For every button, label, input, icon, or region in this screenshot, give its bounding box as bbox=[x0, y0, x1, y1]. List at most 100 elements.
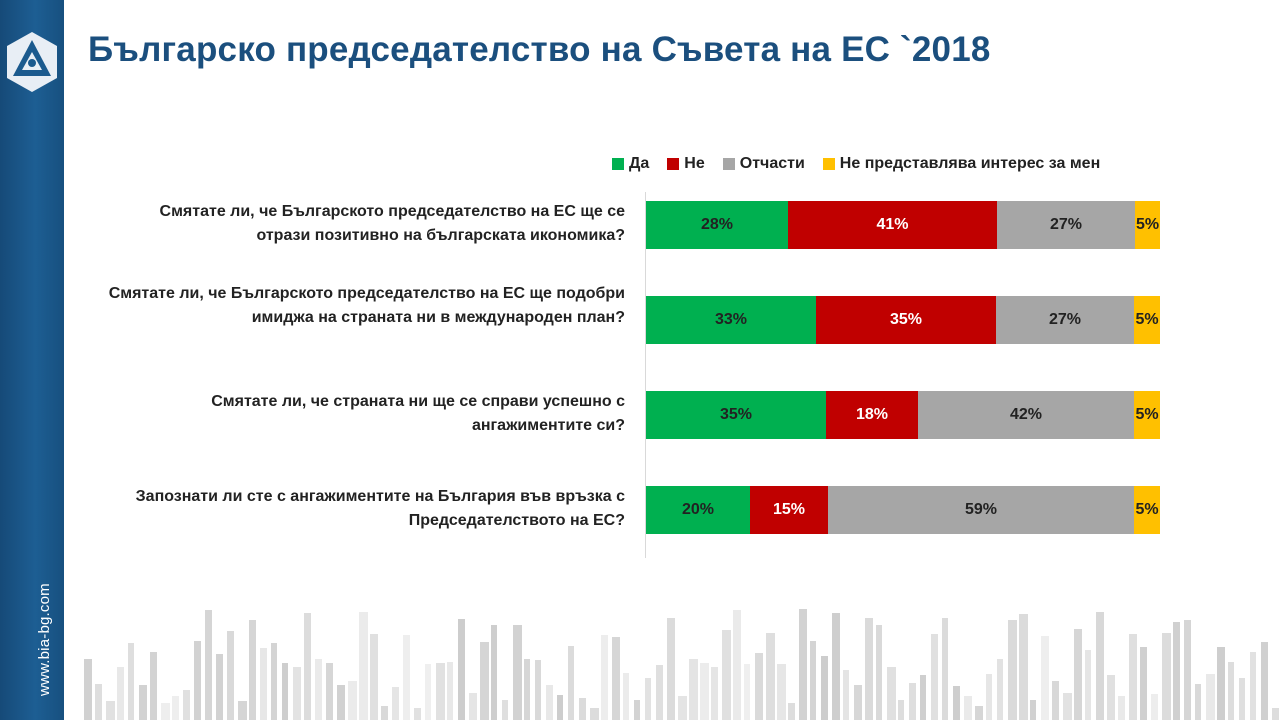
decorative-bar bbox=[238, 701, 247, 720]
bar-segment: 59% bbox=[828, 486, 1134, 534]
decorative-bar bbox=[1118, 696, 1125, 720]
decorative-bar bbox=[1272, 708, 1279, 720]
legend-label: Да bbox=[629, 155, 650, 172]
bar-segment: 20% bbox=[646, 486, 750, 534]
decorative-bar bbox=[304, 613, 311, 720]
decorative-bar-skyline bbox=[84, 609, 1279, 720]
data-label: 42% bbox=[1009, 406, 1043, 423]
decorative-bar bbox=[216, 654, 223, 720]
decorative-bar bbox=[447, 662, 453, 720]
decorative-bar bbox=[931, 634, 938, 720]
decorative-bar bbox=[1239, 678, 1245, 720]
decorative-bar bbox=[293, 667, 301, 720]
decorative-bar bbox=[315, 659, 322, 720]
decorative-bar bbox=[414, 708, 421, 720]
question-label: Смятате ли, че Българското председателст… bbox=[108, 285, 625, 326]
data-label: 35% bbox=[719, 406, 753, 423]
data-label: 15% bbox=[772, 501, 806, 518]
sidebar: www.bia-bg.com bbox=[0, 0, 64, 720]
decorative-bar bbox=[469, 693, 477, 720]
data-label: 33% bbox=[714, 311, 748, 328]
decorative-bar bbox=[1008, 620, 1017, 720]
decorative-bar bbox=[1019, 614, 1028, 720]
category-axis-line bbox=[645, 192, 646, 558]
decorative-bar bbox=[843, 670, 849, 720]
bar-segment: 41% bbox=[788, 201, 997, 249]
decorative-bar bbox=[909, 683, 916, 720]
decorative-bar bbox=[249, 620, 256, 720]
decorative-bar bbox=[766, 633, 775, 720]
decorative-bar bbox=[546, 685, 553, 720]
decorative-bar bbox=[282, 663, 288, 720]
question-label: Запознати ли сте с ангажиментите на Бълг… bbox=[135, 488, 625, 529]
decorative-bar bbox=[755, 653, 763, 720]
decorative-bar bbox=[84, 659, 92, 720]
decorative-bar bbox=[392, 687, 399, 720]
data-label: 20% bbox=[681, 501, 715, 518]
decorative-bar bbox=[832, 613, 840, 720]
decorative-bar bbox=[700, 663, 709, 720]
decorative-bar bbox=[370, 634, 378, 720]
decorative-bar bbox=[1085, 650, 1091, 720]
legend-swatch bbox=[822, 158, 835, 170]
decorative-bar bbox=[1206, 674, 1215, 720]
bar-segment: 28% bbox=[646, 201, 788, 249]
decorative-bar bbox=[744, 664, 750, 720]
decorative-bar bbox=[1129, 634, 1137, 720]
decorative-bar bbox=[1140, 647, 1147, 720]
legend-label: Отчасти bbox=[739, 155, 805, 172]
decorative-bar bbox=[777, 664, 786, 720]
decorative-bar bbox=[898, 700, 904, 720]
decorative-bar bbox=[513, 625, 522, 720]
data-label: 27% bbox=[1048, 311, 1082, 328]
decorative-bar bbox=[381, 706, 388, 720]
decorative-bar bbox=[1162, 633, 1171, 720]
data-label: 28% bbox=[700, 216, 734, 233]
decorative-bar bbox=[865, 618, 873, 720]
decorative-bar bbox=[260, 648, 267, 720]
legend-swatch bbox=[667, 158, 680, 170]
decorative-bar bbox=[612, 637, 620, 720]
decorative-bar bbox=[326, 663, 333, 720]
bar-segment: 18% bbox=[826, 391, 918, 439]
decorative-bar bbox=[150, 652, 157, 720]
data-label: 59% bbox=[964, 501, 998, 518]
decorative-bar bbox=[535, 660, 541, 720]
decorative-bar bbox=[1074, 629, 1082, 720]
decorative-bar bbox=[887, 667, 896, 720]
decorative-bar bbox=[183, 690, 190, 720]
decorative-bar bbox=[722, 630, 731, 720]
decorative-bar bbox=[425, 664, 431, 720]
question-label: Смятате ли, че Българското председателст… bbox=[159, 203, 625, 244]
decorative-bar bbox=[986, 674, 992, 720]
decorative-bar bbox=[645, 678, 651, 720]
bar-segment: 35% bbox=[816, 296, 996, 344]
question-label: Смятате ли, че страната ни ще се справи … bbox=[211, 393, 625, 434]
data-label: 41% bbox=[876, 216, 909, 233]
bar-segment: 27% bbox=[996, 296, 1134, 344]
bar-segment: 35% bbox=[646, 391, 826, 439]
legend-item: Да bbox=[612, 155, 649, 173]
decorative-bar bbox=[1184, 620, 1191, 720]
decorative-bar bbox=[1228, 662, 1234, 720]
legend-item: Не bbox=[667, 155, 705, 173]
decorative-bar bbox=[942, 618, 948, 720]
data-label: 18% bbox=[855, 406, 889, 423]
decorative-bar bbox=[1261, 642, 1268, 720]
data-label: 5% bbox=[1135, 216, 1160, 233]
decorative-bar bbox=[711, 667, 718, 720]
decorative-bar bbox=[975, 706, 983, 720]
decorative-bar bbox=[623, 673, 629, 720]
decorative-bar bbox=[139, 685, 147, 720]
decorative-bar bbox=[436, 663, 445, 720]
legend-swatch bbox=[612, 158, 624, 170]
bia-triangle-logo-icon bbox=[7, 32, 57, 92]
decorative-bar bbox=[458, 619, 465, 720]
decorative-bar bbox=[656, 665, 663, 720]
legend-item: Отчасти bbox=[722, 155, 805, 173]
decorative-bar bbox=[359, 612, 368, 720]
decorative-bar bbox=[480, 642, 489, 720]
bar-segment: 27% bbox=[997, 201, 1135, 249]
decorative-bar bbox=[810, 641, 816, 720]
decorative-bar bbox=[1250, 652, 1256, 720]
